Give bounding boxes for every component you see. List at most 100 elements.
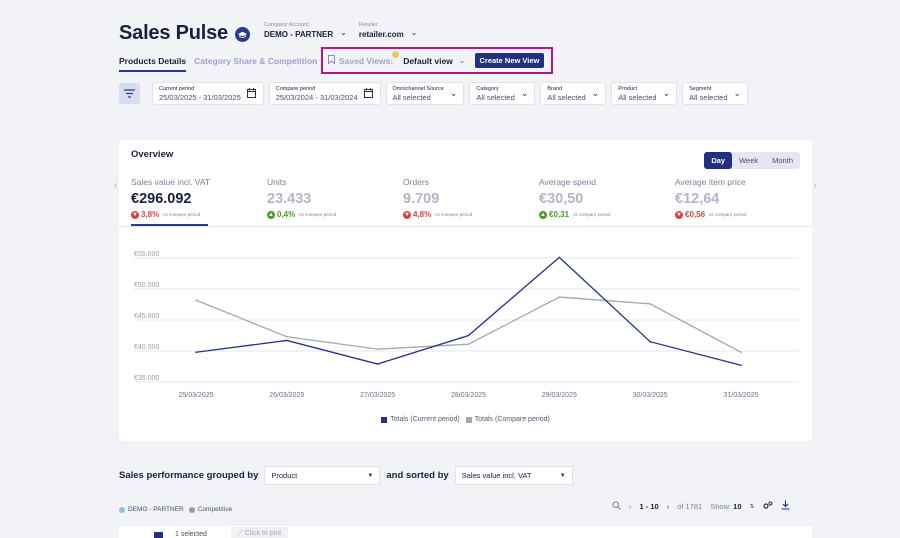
retailer-value: retailer.com bbox=[358, 30, 404, 39]
saved-views-bar: Saved Views: Default view ⌄ Create New V… bbox=[321, 47, 553, 74]
period-toggle: Day Week Month bbox=[704, 152, 800, 169]
chevron-down-icon: ⌄ bbox=[591, 88, 600, 98]
point-current bbox=[195, 351, 197, 354]
arrow-up-icon: ▲ bbox=[267, 210, 275, 219]
grouped-by-label: Sales performance grouped by bbox=[119, 470, 259, 481]
sorted-by-label: and sorted by bbox=[386, 470, 449, 481]
point-compare bbox=[740, 351, 742, 354]
caret-down-icon: ▼ bbox=[559, 472, 566, 479]
gears-icon[interactable] bbox=[762, 501, 773, 512]
point-compare bbox=[467, 343, 470, 345]
x-tick-label: 28/03/2025 bbox=[451, 392, 486, 399]
x-tick-label: 27/03/2025 bbox=[360, 392, 395, 399]
arrow-down-icon: ▼ bbox=[403, 210, 411, 219]
chevron-right-icon[interactable]: › bbox=[813, 180, 817, 191]
chevron-down-icon: ⌄ bbox=[340, 28, 347, 37]
company-account-value: DEMO - PARTNER bbox=[263, 30, 334, 39]
page-size-select[interactable]: 10 bbox=[733, 501, 742, 511]
segment-filter[interactable]: Segment All selected ⌄ bbox=[682, 82, 749, 105]
app-header: Sales Pulse Company Account DEMO - PARTN… bbox=[119, 22, 418, 45]
period-day-button[interactable]: Day bbox=[704, 152, 733, 169]
selected-count: 1 selected bbox=[175, 531, 207, 538]
y-tick-label: €45.000 bbox=[134, 313, 159, 320]
performance-controls: Sales performance grouped by Product ▼ an… bbox=[119, 466, 579, 485]
point-compare bbox=[195, 299, 197, 301]
filter-icon bbox=[124, 89, 135, 98]
sort-arrows-icon[interactable]: ⇅ bbox=[749, 503, 755, 510]
partner-dot bbox=[119, 506, 125, 513]
arrow-up-icon: ▲ bbox=[539, 210, 547, 219]
brand-filter[interactable]: Brand All selected ⌄ bbox=[540, 82, 607, 105]
create-new-view-button[interactable]: Create New View bbox=[474, 53, 545, 68]
overview-title: Overview bbox=[131, 149, 174, 160]
current-period-filter[interactable]: Current period 25/03/2025 - 31/03/2025 bbox=[152, 82, 264, 105]
page-tabs: Products Details Category Share & Compet… bbox=[119, 56, 325, 72]
filter-toggle-button[interactable] bbox=[119, 83, 140, 104]
tab-category-share[interactable]: Category Share & Competition bbox=[194, 56, 318, 66]
chevron-down-icon: ⌄ bbox=[520, 88, 529, 98]
point-current bbox=[467, 334, 470, 337]
kpi-orders[interactable]: Orders 9.709 ▼ 4,8% vs compare period bbox=[403, 177, 473, 219]
period-week-button[interactable]: Week bbox=[739, 156, 759, 165]
x-tick-label: 25/03/2025 bbox=[178, 392, 213, 399]
app-title: Sales Pulse bbox=[119, 22, 228, 44]
click-to-plot-button[interactable]: ⟋ Click to plot bbox=[231, 527, 289, 538]
chevron-right-icon[interactable]: › bbox=[666, 501, 670, 511]
kpi-sales-value[interactable]: Sales value incl. VAT €296.092 ▼ 3,8% vs c… bbox=[131, 177, 211, 219]
chevron-down-icon[interactable]: ⌄ bbox=[458, 56, 466, 65]
point-compare bbox=[649, 303, 651, 305]
point-current bbox=[649, 340, 651, 343]
retailer-select[interactable]: Retailer retailer.com ⌄ bbox=[359, 22, 418, 39]
filters-bar: Current period 25/03/2025 - 31/03/2025 Co… bbox=[119, 82, 753, 105]
notification-dot bbox=[392, 50, 400, 58]
point-current bbox=[286, 339, 288, 342]
company-account-select[interactable]: Company Account DEMO - PARTNER ⌄ bbox=[264, 22, 347, 39]
sort-by-select[interactable]: Sales value incl. VAT ▼ bbox=[454, 466, 573, 485]
x-tick-label: 30/03/2025 bbox=[633, 392, 668, 399]
calendar-icon bbox=[363, 87, 374, 100]
chevron-down-icon: ⌄ bbox=[449, 88, 458, 98]
row-checkbox[interactable] bbox=[154, 532, 163, 538]
product-filter[interactable]: Product All selected ⌄ bbox=[611, 82, 678, 105]
omnichannel-source-filter[interactable]: Omnichannel Source All selected ⌄ bbox=[385, 82, 465, 105]
bookmark-icon bbox=[328, 55, 335, 66]
page-range: 1 - 10 bbox=[639, 501, 659, 511]
table-legend: DEMO - PARTNER Competitive bbox=[119, 506, 232, 513]
point-compare bbox=[558, 296, 561, 298]
kpi-average-spend[interactable]: Average spend €30,50 ▲ €0,31 vs compare pe… bbox=[539, 177, 611, 219]
legend-item-current[interactable]: Totals (Current period) bbox=[381, 416, 460, 423]
kpi-units[interactable]: Units 23.433 ▲ 0,4% vs compare period bbox=[267, 177, 337, 219]
period-month-button[interactable]: Month bbox=[772, 156, 793, 165]
point-current bbox=[376, 363, 379, 365]
y-tick-label: €55.000 bbox=[134, 251, 159, 258]
sales-line-chart: €35.000 €40.000 €45.000 €50.000 €55.000 25/03… bbox=[134, 251, 799, 399]
kpi-average-item-price[interactable]: Average item price €12,64 ▼ €0,56 vs compa… bbox=[675, 177, 747, 219]
tab-products-details[interactable]: Products Details bbox=[119, 56, 187, 72]
overview-card: Overview Day Week Month Sales value incl… bbox=[114, 140, 817, 441]
divider bbox=[119, 226, 812, 227]
y-tick-label: €50.000 bbox=[134, 282, 159, 289]
chart-line-icon: ⟋ bbox=[238, 530, 245, 537]
search-icon[interactable] bbox=[612, 500, 621, 512]
category-filter[interactable]: Category All selected ⌄ bbox=[469, 82, 536, 105]
y-tick-label: €40.000 bbox=[134, 344, 159, 351]
download-icon[interactable] bbox=[781, 500, 790, 512]
chart-legend: Totals (Current period) Totals (Compare … bbox=[119, 416, 812, 423]
arrow-down-icon: ▼ bbox=[675, 210, 683, 219]
retailer-label: Retailer bbox=[358, 22, 378, 28]
legend-item-compare[interactable]: Totals (Compare period) bbox=[465, 416, 550, 423]
pagination: ‹ 1 - 10 › of 1781 Show: 10 ⇅ bbox=[612, 500, 798, 512]
chevron-left-icon[interactable]: ‹ bbox=[629, 501, 632, 511]
point-compare bbox=[376, 348, 379, 350]
point-current bbox=[558, 256, 561, 259]
graduation-cap-icon bbox=[234, 27, 250, 42]
y-tick-label: €35.000 bbox=[134, 375, 159, 382]
chevron-down-icon: ⌄ bbox=[662, 88, 671, 98]
calendar-icon bbox=[246, 87, 257, 100]
compare-period-filter[interactable]: Compare period 25/03/2024 - 31/03/2024 bbox=[268, 82, 381, 105]
x-tick-label: 26/03/2025 bbox=[269, 392, 304, 399]
saved-view-select[interactable]: Default view bbox=[403, 55, 453, 66]
chevron-left-icon[interactable]: ‹ bbox=[114, 180, 118, 191]
group-by-select[interactable]: Product ▼ bbox=[264, 466, 381, 485]
table-row: 1 selected ⟋ Click to plot bbox=[119, 526, 812, 538]
